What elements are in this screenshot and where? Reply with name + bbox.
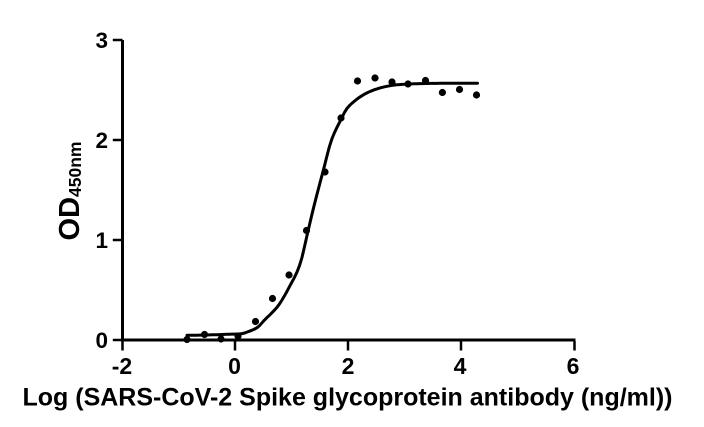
svg-text:4: 4	[454, 353, 467, 379]
svg-text:Log (SARS-CoV-2 Spike glycopro: Log (SARS-CoV-2 Spike glycoprotein antib…	[22, 384, 672, 412]
svg-text:0: 0	[95, 328, 108, 353]
svg-text:1: 1	[95, 228, 108, 253]
svg-text:OD450nm: OD450nm	[54, 142, 86, 241]
svg-text:3: 3	[95, 28, 108, 53]
svg-text:2: 2	[342, 353, 355, 379]
svg-text:-2: -2	[112, 353, 132, 379]
svg-text:6: 6	[567, 353, 580, 379]
svg-text:0: 0	[228, 353, 241, 379]
svg-text:2: 2	[95, 128, 108, 153]
